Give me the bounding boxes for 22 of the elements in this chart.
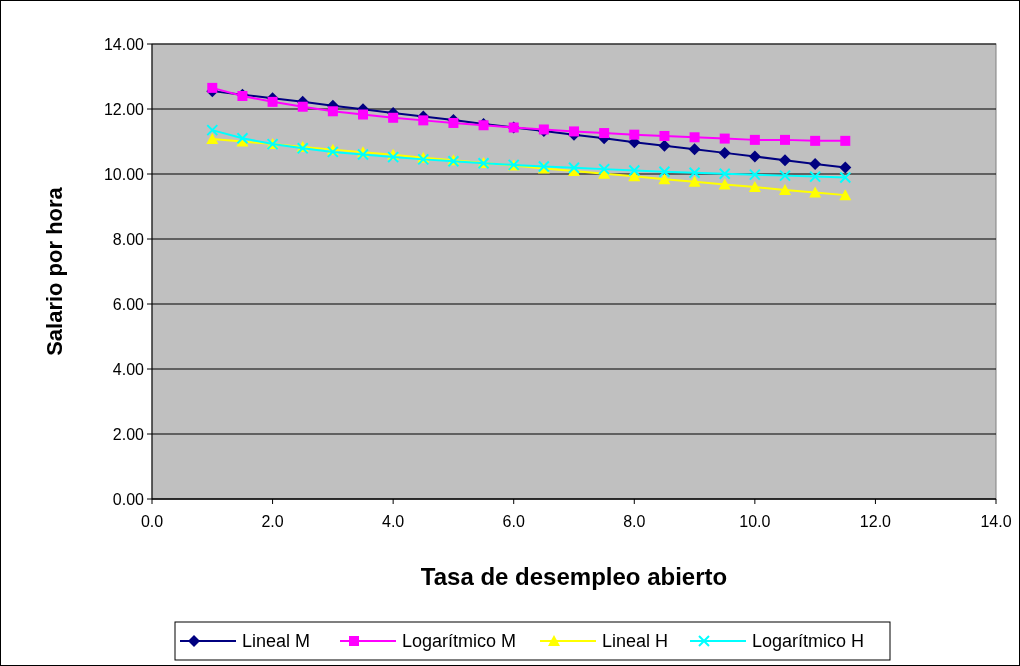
- x-tick-label: 2.0: [261, 513, 284, 530]
- y-tick-label: 4.00: [112, 360, 145, 378]
- legend-label: Logarítmico M: [402, 631, 517, 652]
- x-tick-label: 6.0: [502, 513, 525, 530]
- x-axis-title: Tasa de desempleo abierto: [420, 563, 728, 590]
- y-tick-label: 12.00: [103, 100, 145, 118]
- x-tick-label: 8.0: [623, 513, 646, 530]
- legend-label: Lineal H: [602, 631, 669, 652]
- x-tick-label: 10.0: [739, 513, 771, 530]
- x-tick-label: 0.0: [140, 513, 164, 530]
- y-tick-label: 2.00: [112, 425, 145, 443]
- y-tick-label: 0.00: [112, 490, 145, 508]
- y-tick-label: 8.00: [112, 230, 145, 248]
- legend-label: Logarítmico H: [752, 631, 865, 652]
- y-tick-label: 10.00: [103, 165, 145, 183]
- y-tick-label: 14.00: [103, 35, 145, 53]
- y-tick-label: 6.00: [112, 295, 145, 313]
- legend-label: Lineal M: [242, 631, 311, 652]
- x-tick-label: 4.0: [382, 513, 405, 530]
- x-tick-label: 12.0: [859, 513, 892, 530]
- y-axis-title: Salario por hora: [42, 186, 67, 356]
- x-tick-label: 14.0: [980, 513, 1012, 530]
